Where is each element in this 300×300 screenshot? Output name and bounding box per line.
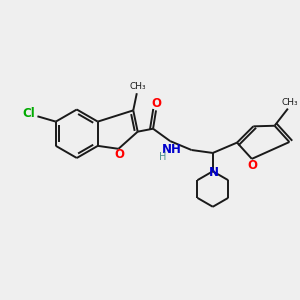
Text: O: O — [151, 98, 161, 110]
Text: O: O — [248, 159, 257, 172]
Text: NH: NH — [162, 143, 182, 156]
Text: Cl: Cl — [23, 107, 36, 120]
Text: N: N — [208, 166, 218, 179]
Text: H: H — [159, 152, 166, 162]
Text: CH₃: CH₃ — [129, 82, 146, 91]
Text: O: O — [115, 148, 125, 161]
Text: CH₃: CH₃ — [281, 98, 298, 107]
